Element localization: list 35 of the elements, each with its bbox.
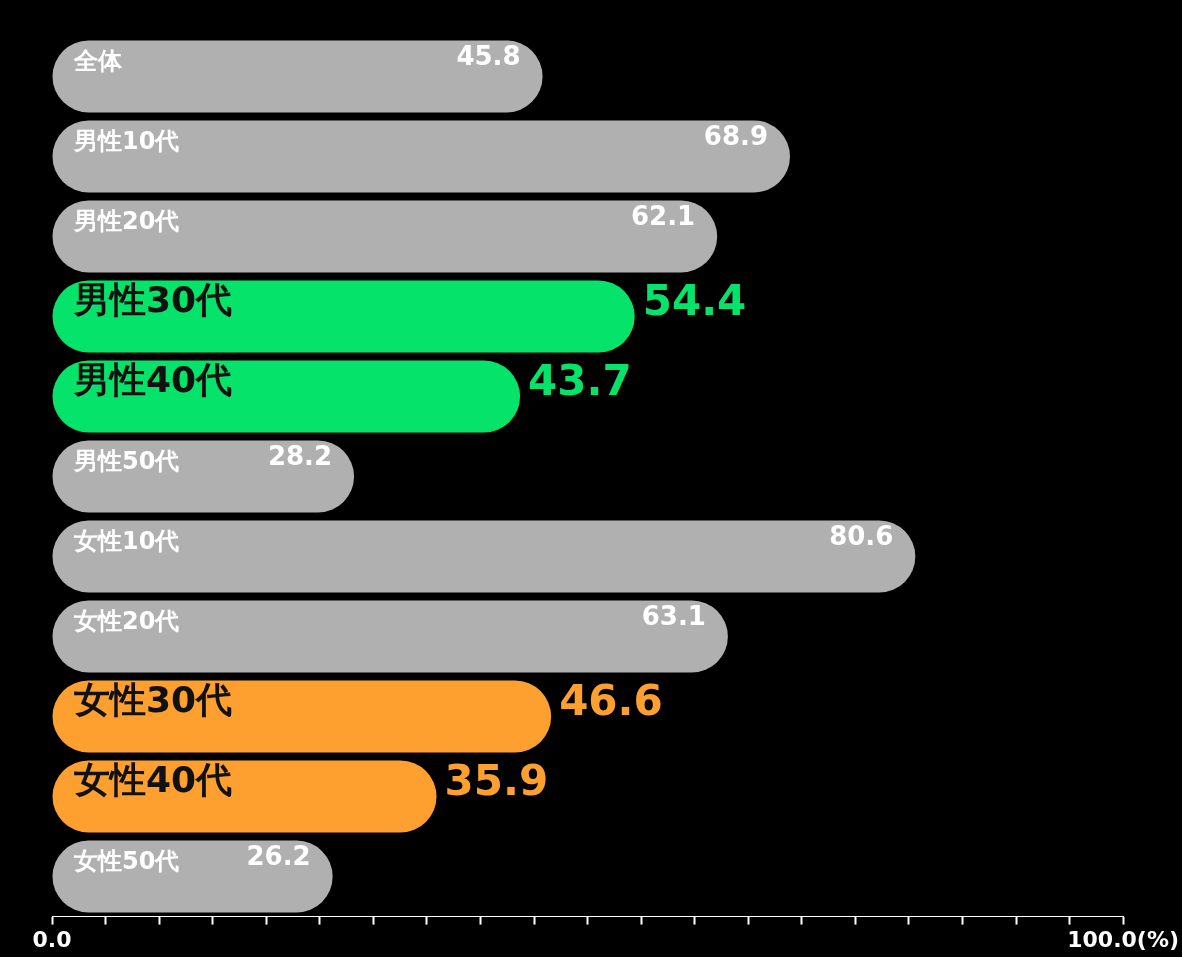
data-label: 68.9 bbox=[703, 121, 769, 152]
data-label: 54.4 bbox=[642, 276, 747, 326]
x-tick-label: 100.0(%) bbox=[1067, 926, 1179, 952]
data-label: 28.2 bbox=[267, 441, 333, 472]
bar bbox=[52, 200, 718, 273]
y-tick-label: 女性10代 bbox=[73, 526, 180, 555]
data-label: 46.6 bbox=[559, 676, 663, 726]
bar bbox=[52, 120, 791, 193]
data-label: 62.1 bbox=[631, 201, 696, 232]
bar bbox=[52, 760, 437, 833]
bar bbox=[52, 360, 521, 433]
data-label: 26.2 bbox=[246, 841, 311, 872]
y-tick-label: 男性20代 bbox=[73, 206, 180, 235]
y-tick-label: 全体 bbox=[73, 46, 123, 75]
y-tick-label: 女性30代 bbox=[74, 678, 233, 720]
x-tick-label: 0.0 bbox=[32, 926, 72, 952]
y-tick-label: 女性50代 bbox=[73, 846, 180, 875]
y-tick-label: 男性40代 bbox=[73, 358, 233, 400]
bar bbox=[52, 600, 728, 673]
data-label: 43.7 bbox=[528, 356, 632, 406]
y-tick-label: 男性30代 bbox=[73, 278, 233, 320]
data-label: 45.8 bbox=[456, 41, 521, 72]
bar bbox=[52, 440, 355, 513]
data-label: 80.6 bbox=[829, 521, 894, 552]
bar bbox=[52, 840, 333, 913]
y-tick-label: 女性20代 bbox=[73, 606, 180, 635]
bar bbox=[52, 680, 552, 753]
y-tick-label: 男性50代 bbox=[73, 446, 180, 475]
bar bbox=[52, 280, 635, 353]
y-tick-label: 女性40代 bbox=[74, 758, 233, 800]
bar bbox=[52, 40, 543, 113]
data-label: 63.1 bbox=[641, 601, 706, 632]
bar bbox=[52, 520, 916, 593]
y-tick-label: 男性10代 bbox=[73, 126, 180, 155]
data-label: 35.9 bbox=[444, 756, 549, 806]
